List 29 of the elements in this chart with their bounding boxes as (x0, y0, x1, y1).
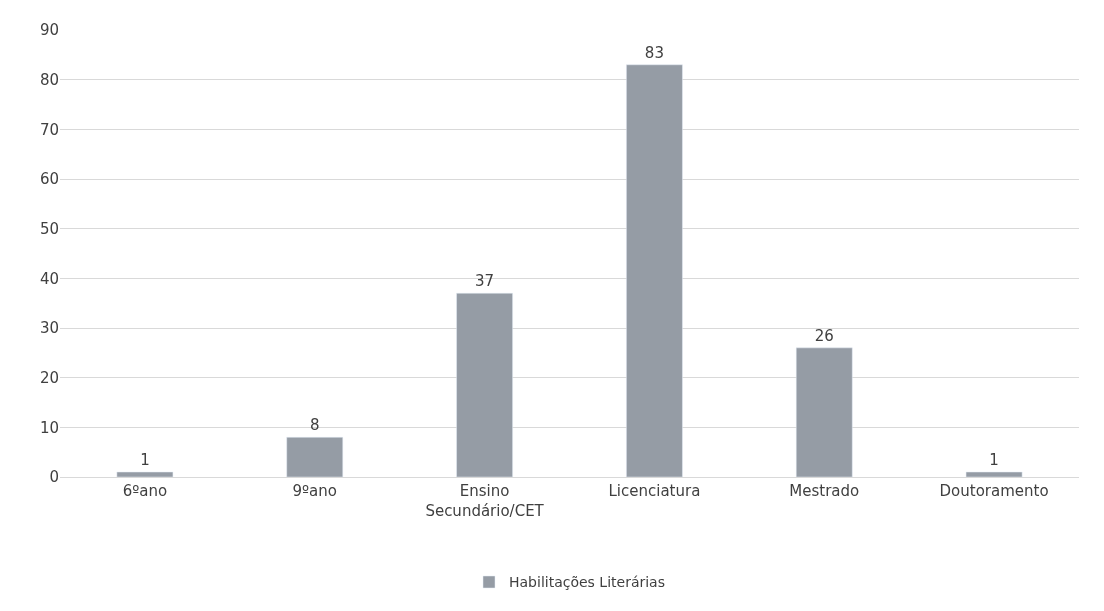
x-tick-label: 6ºano (122, 482, 168, 500)
y-tick-label: 40 (39, 269, 59, 288)
y-tick-label: 80 (39, 70, 59, 89)
data-label: 37 (475, 272, 495, 291)
bar (965, 471, 1023, 477)
y-tick-label: 30 (39, 319, 59, 338)
y-tick-label: 20 (39, 368, 59, 387)
bar (286, 437, 344, 477)
bar (795, 347, 853, 477)
data-label: 26 (814, 326, 834, 345)
y-tick-label: 70 (39, 120, 59, 139)
data-label: 1 (989, 451, 999, 470)
bar (116, 471, 174, 477)
y-tick-label: 90 (39, 21, 59, 40)
x-tick-label: Mestrado (789, 482, 860, 500)
y-tick-label: 50 (39, 219, 59, 238)
bar (626, 64, 683, 477)
x-tick-label: Licenciatura (608, 482, 701, 500)
x-tick-label: Doutoramento (939, 482, 1049, 500)
bar (456, 292, 513, 477)
y-tick-label: 10 (39, 418, 59, 437)
y-tick-label: 0 (49, 468, 59, 487)
data-label: 8 (309, 416, 320, 435)
y-tick-label: 60 (39, 170, 59, 189)
data-label: 83 (644, 43, 664, 62)
x-tick-label: Ensino Secundário/CET (425, 482, 545, 520)
legend-label: Habilitações Literárias (509, 574, 665, 591)
x-tick-label: 9ºano (292, 482, 337, 500)
data-label: 1 (140, 451, 150, 470)
